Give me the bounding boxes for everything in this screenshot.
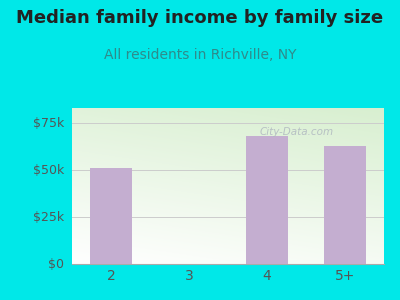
Bar <box>90 168 132 264</box>
Text: $50k: $50k <box>33 164 64 176</box>
Bar <box>324 146 366 264</box>
Text: $0: $0 <box>48 257 64 271</box>
Text: $75k: $75k <box>33 116 64 130</box>
Text: Median family income by family size: Median family income by family size <box>16 9 384 27</box>
Text: All residents in Richville, NY: All residents in Richville, NY <box>104 48 296 62</box>
Text: City-Data.com: City-Data.com <box>259 127 333 137</box>
Text: $25k: $25k <box>33 211 64 224</box>
Bar <box>246 136 288 264</box>
